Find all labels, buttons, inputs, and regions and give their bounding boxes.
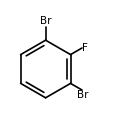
Text: Br: Br bbox=[77, 90, 88, 100]
Text: Br: Br bbox=[40, 16, 51, 26]
Text: F: F bbox=[82, 43, 88, 53]
